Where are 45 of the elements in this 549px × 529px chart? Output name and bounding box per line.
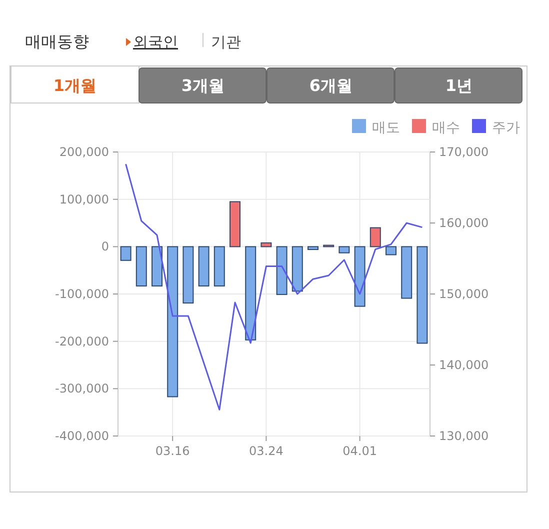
bar xyxy=(230,201,240,248)
text: 1년 xyxy=(445,76,473,95)
chart-title: 매매동향 xyxy=(25,32,89,51)
x-tick-label: 03.16 xyxy=(155,444,190,458)
bar xyxy=(416,246,428,344)
bar xyxy=(386,246,396,256)
bar xyxy=(292,246,303,292)
text: 6개월 xyxy=(309,76,353,95)
bar xyxy=(182,246,194,304)
text: 외국인 xyxy=(133,33,178,51)
y2-tick-label: 160,000 xyxy=(439,216,489,230)
y-tick-label: -100,000 xyxy=(55,287,109,301)
legend-label: 매수 xyxy=(432,120,460,136)
bar xyxy=(214,246,225,286)
y-tick-label: 200,000 xyxy=(59,145,109,159)
bar xyxy=(152,246,162,286)
bar xyxy=(245,246,256,340)
x-tick-label: 03.24 xyxy=(249,444,284,458)
y-tick-label: -300,000 xyxy=(55,382,109,396)
x-tick-label: 04.01 xyxy=(342,444,377,458)
bar xyxy=(354,246,366,307)
bar xyxy=(198,246,210,286)
bar xyxy=(308,246,318,250)
y2-tick-label: 150,000 xyxy=(439,287,489,301)
bar xyxy=(120,246,132,261)
y2-tick-label: 140,000 xyxy=(439,358,489,372)
bar xyxy=(370,227,381,248)
y-tick-label: 100,000 xyxy=(59,192,109,206)
text: 3개월 xyxy=(181,76,225,95)
y-tick-label: -200,000 xyxy=(55,334,109,348)
bar xyxy=(260,242,272,248)
line-series xyxy=(125,163,423,410)
y2-tick-label: 170,000 xyxy=(439,145,489,159)
legend-label: 주가 xyxy=(492,120,520,136)
text: 1개월 xyxy=(53,76,97,95)
bar xyxy=(401,246,412,299)
bar xyxy=(167,246,178,398)
text: 기관 xyxy=(211,33,241,51)
bar xyxy=(276,246,288,295)
y-tick-label: -400,000 xyxy=(55,429,109,443)
y-tick-label: 0 xyxy=(101,240,109,254)
y2-tick-label: 130,000 xyxy=(439,429,489,443)
bar xyxy=(136,246,147,286)
legend-label: 매도 xyxy=(372,120,400,136)
bar xyxy=(338,246,350,254)
